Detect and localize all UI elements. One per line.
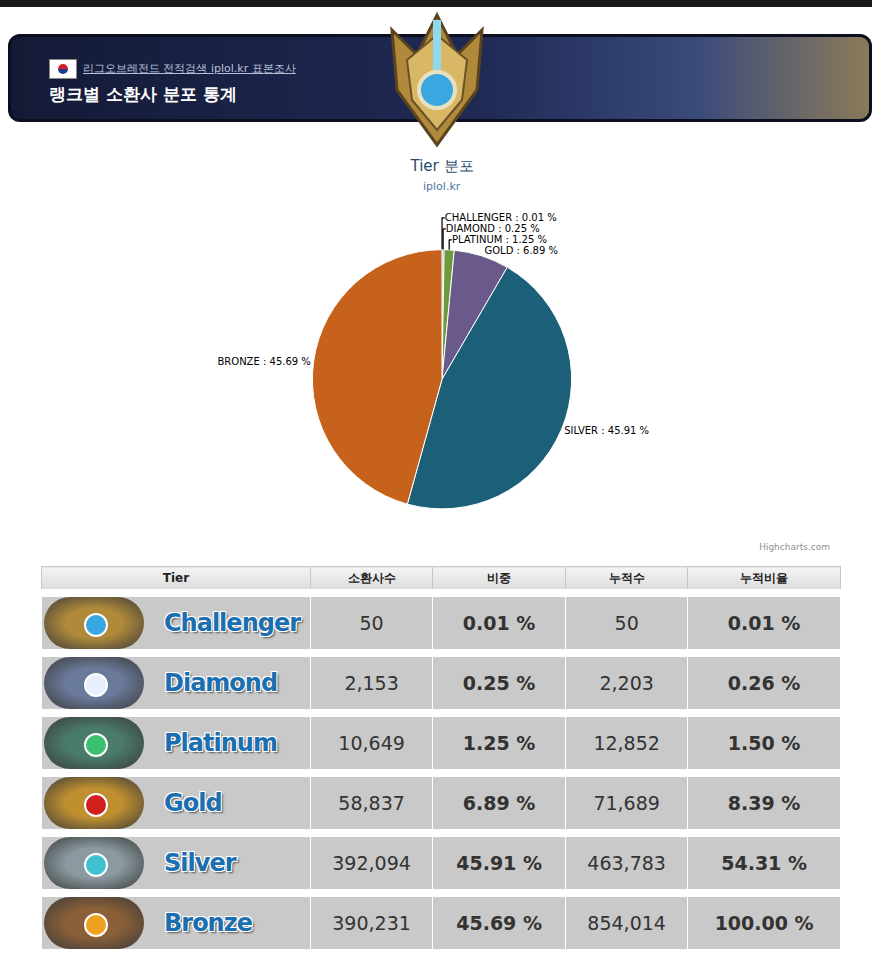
html-text:비중: 비중 bbox=[487, 570, 512, 585]
html-text:58,837: 58,837 bbox=[338, 792, 405, 814]
html-text:54.31 %: 54.31 % bbox=[721, 852, 807, 874]
html-text:1.25 %: 1.25 % bbox=[462, 732, 536, 754]
html-text:Silver: Silver bbox=[164, 849, 236, 877]
svg-text:BRONZE : 45.69 %: BRONZE : 45.69 % bbox=[217, 356, 310, 367]
svg-text:GOLD : 6.89 %: GOLD : 6.89 % bbox=[484, 245, 558, 256]
html-text:45.91 %: 45.91 % bbox=[456, 852, 542, 874]
svg-text:DIAMOND : 0.25 %: DIAMOND : 0.25 % bbox=[446, 223, 540, 234]
svg-text:iplol.kr: iplol.kr bbox=[423, 180, 461, 193]
html-text:10,649: 10,649 bbox=[338, 732, 405, 754]
html-text:Challenger: Challenger bbox=[164, 609, 300, 637]
html-text:리그오브레전드 전적검색 iplol.kr 표본조사: 리그오브레전드 전적검색 iplol.kr 표본조사 bbox=[83, 62, 296, 75]
html-text:100.00 %: 100.00 % bbox=[714, 912, 814, 934]
html-text:0.26 %: 0.26 % bbox=[727, 672, 801, 694]
html-text:랭크별 소환사 분포 통계: 랭크별 소환사 분포 통계 bbox=[49, 84, 237, 104]
svg-text:PLATINUM : 1.25 %: PLATINUM : 1.25 % bbox=[452, 234, 547, 245]
html-text:71,689: 71,689 bbox=[593, 792, 660, 814]
html-text:50: 50 bbox=[359, 612, 384, 634]
html-text:2,203: 2,203 bbox=[599, 672, 654, 694]
html-text:0.25 %: 0.25 % bbox=[462, 672, 536, 694]
html-text:1.50 %: 1.50 % bbox=[727, 732, 801, 754]
html-text:Gold: Gold bbox=[164, 789, 222, 817]
html-text:8.39 %: 8.39 % bbox=[727, 792, 801, 814]
html-text:392,094: 392,094 bbox=[332, 852, 411, 874]
html-text:0.01 %: 0.01 % bbox=[462, 612, 536, 634]
svg-text:CHALLENGER : 0.01 %: CHALLENGER : 0.01 % bbox=[445, 212, 557, 223]
html-text:2,153: 2,153 bbox=[344, 672, 399, 694]
html-text:Highcharts.com: Highcharts.com bbox=[759, 542, 830, 552]
html-text:45.69 %: 45.69 % bbox=[456, 912, 542, 934]
html-text:Bronze: Bronze bbox=[164, 909, 252, 937]
html-text:50: 50 bbox=[614, 612, 639, 634]
html-text:0.01 %: 0.01 % bbox=[727, 612, 801, 634]
svg-text:Tier 분포: Tier 분포 bbox=[409, 157, 473, 175]
html-text:854,014: 854,014 bbox=[587, 912, 666, 934]
html-text:누적비율: 누적비율 bbox=[740, 570, 789, 585]
svg-text:SILVER : 45.91 %: SILVER : 45.91 % bbox=[564, 425, 649, 436]
html-text:소환사수: 소환사수 bbox=[347, 570, 396, 585]
html-text:390,231: 390,231 bbox=[332, 912, 411, 934]
html-text:누적수: 누적수 bbox=[608, 570, 645, 585]
html-text:463,783: 463,783 bbox=[587, 852, 666, 874]
html-text:12,852: 12,852 bbox=[593, 732, 660, 754]
html-text:Tier: Tier bbox=[162, 571, 190, 585]
html-text:6.89 %: 6.89 % bbox=[462, 792, 536, 814]
html-text:Platinum: Platinum bbox=[164, 729, 277, 757]
html-text:Diamond: Diamond bbox=[164, 669, 278, 697]
